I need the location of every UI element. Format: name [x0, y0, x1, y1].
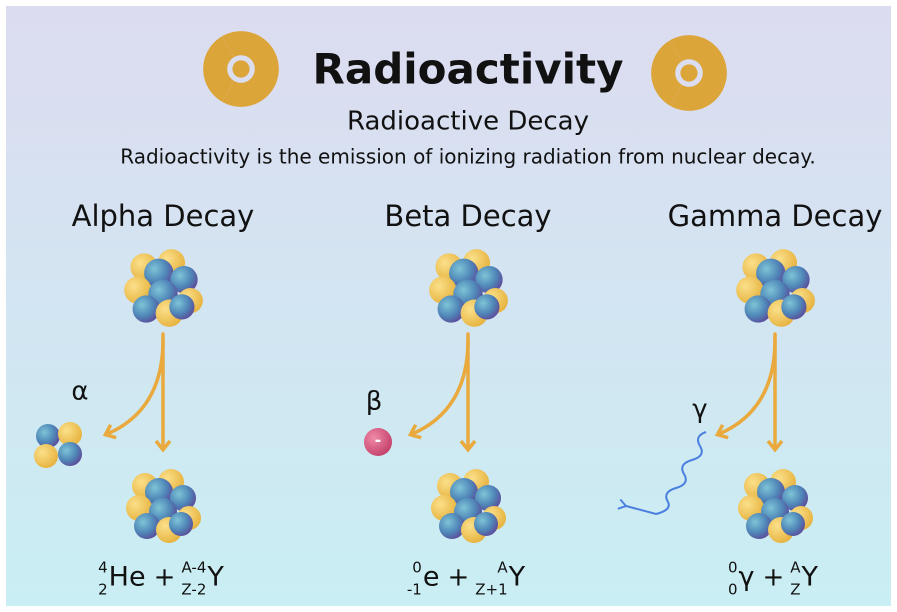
column-heading: Beta Decay: [384, 199, 551, 233]
mass-number: 0: [412, 559, 422, 577]
mass-number: 4: [98, 559, 108, 577]
description: Radioactivity is the emission of ionizin…: [120, 145, 815, 169]
column-heading: Alpha Decay: [72, 199, 255, 233]
column-heading: Gamma Decay: [668, 199, 883, 233]
mass-number: 0: [728, 559, 738, 577]
particle-symbol: γ: [692, 395, 707, 425]
equation-operator: +: [447, 563, 469, 593]
element-symbol: Y: [206, 562, 224, 593]
particle-symbol: α: [71, 377, 88, 407]
mass-number: A: [790, 559, 801, 577]
mass-number: A-4: [181, 559, 206, 577]
element-symbol: Y: [801, 562, 819, 593]
atomic-number: Z+1: [475, 581, 507, 599]
infographic: Radioactivity Radioactive Decay Radioact…: [0, 0, 897, 612]
element-symbol: Y: [508, 562, 526, 593]
title: Radioactivity: [313, 45, 624, 94]
subtitle: Radioactive Decay: [347, 107, 589, 137]
atomic-number: -1: [407, 581, 422, 599]
element-symbol: γ: [738, 562, 754, 593]
equation-operator: +: [762, 563, 784, 593]
atomic-number: 2: [98, 581, 108, 599]
atomic-number: 0: [728, 581, 738, 599]
particle-charge: -: [375, 431, 382, 450]
atomic-number: Z: [790, 581, 800, 599]
element-symbol: He: [109, 562, 146, 593]
mass-number: A: [497, 559, 508, 577]
particle-symbol: β: [366, 387, 383, 417]
equation-operator: +: [154, 563, 176, 593]
element-symbol: e: [423, 562, 440, 593]
atomic-number: Z-2: [181, 581, 206, 599]
